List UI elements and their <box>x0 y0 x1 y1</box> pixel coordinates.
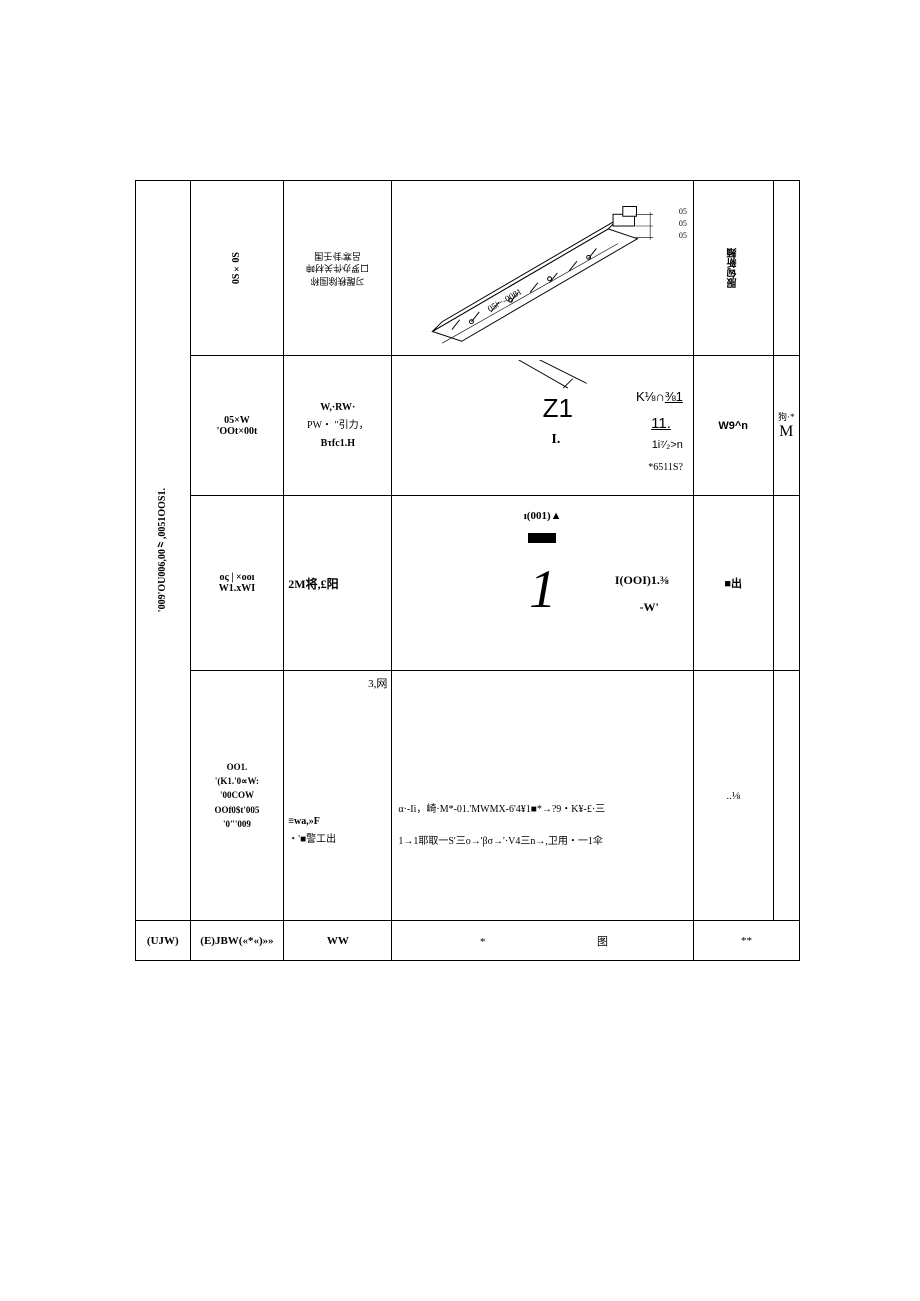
ib-label: I. <box>551 432 560 448</box>
table-row: 05×W 'OOt×00t W,·RW· PW・ "引力， Bτfc1.H Z1 <box>136 356 800 496</box>
f-c1: (UJW) <box>136 921 191 961</box>
r2-c4-diagram: Z1 K⅛∩⅜1 11. 1i⁷∕₂>n *6511S? I. <box>392 356 694 496</box>
r3-c5: ■出 <box>693 496 773 671</box>
r4-c2: OO1. '(K1.'0∝W: '00COW OOf0$t'005 '0"'00… <box>190 671 284 921</box>
eleven-label: 11. <box>651 415 671 432</box>
star65-label: *6511S? <box>648 462 683 473</box>
i17-label: 1i⁷∕₂>n <box>652 439 683 451</box>
r1-c2-text: 0S×0S <box>231 252 242 284</box>
r4-c4: α·-Ii，崎·M*-01.'MWMX-6'4¥1■*→?9・K¥-£·三 1→… <box>392 671 694 921</box>
f-c4: * 图 <box>392 921 694 961</box>
r3-c6 <box>773 496 799 671</box>
r4-c4-block: α·-Ii，崎·M*-01.'MWMX-6'4¥1■*→?9・K¥-£·三 1→… <box>396 734 689 858</box>
r3-c4-diagram: ı(001)▲ 1 I(OOI)1.⅜ -W' <box>392 496 694 671</box>
r2-c3-l3: Bτfc1.H <box>288 435 387 453</box>
r4-c3: 3,网 ≡wa,»F ・'■警工出 <box>284 671 392 921</box>
diag3: ı(001)▲ 1 I(OOI)1.⅜ -W' <box>396 500 689 666</box>
r4-c2-block: OO1. '(K1.'0∝W: '00COW OOf0$t'005 '0"'00… <box>195 760 280 832</box>
f-c2: (E)JBW(«*«)»» <box>190 921 284 961</box>
r2-c6-top: 狗·* <box>778 410 795 423</box>
r1-c6 <box>773 181 799 356</box>
r2-c6: 狗·* M <box>773 356 799 496</box>
r1-c5-text: 服匈新麺 <box>726 248 741 288</box>
big-1: 1 <box>529 558 556 620</box>
r4-c2-l1: OO1. <box>195 760 280 774</box>
r4-c5-text: ..⅛ <box>726 790 740 802</box>
r4-c4-l2: 1→1耶取一S'三o→'βσ→'·V4三n→,卫用・一1伞 <box>398 832 687 852</box>
r1-c3-l1: 习醒秩除囤称 <box>288 274 387 287</box>
r1-c3-l2: 口罗办件关材呻 <box>288 262 387 275</box>
dashw-label: -W' <box>640 600 659 615</box>
r3-c3: 2M将,£阳 <box>284 496 392 671</box>
tri-label: ı(001)▲ <box>524 510 562 522</box>
r2-c5-text: W9^n <box>718 420 748 432</box>
r2-c2-l2: 'OOt×00t <box>195 426 280 437</box>
r3-c2: oς | ×ooı W1.xWI <box>190 496 284 671</box>
f-c4b: 图 <box>544 933 661 949</box>
r1-c2: 0S×0S <box>190 181 284 356</box>
r4-c2-l5: '0"'009 <box>195 817 280 831</box>
k18-label: K⅛∩⅜1 <box>636 389 683 404</box>
r4-c6 <box>773 671 799 921</box>
r4-c2-l2: '(K1.'0∝W: <box>195 774 280 788</box>
iooi-label: I(OOI)1.⅜ <box>615 573 669 588</box>
r2-c3-block: W,·RW· PW・ "引力， Bτfc1.H <box>288 399 387 453</box>
r4-c2-l4: OOf0$t'005 <box>195 803 280 817</box>
dim-05-b: 05 <box>679 219 687 228</box>
r3-c5-text: ■出 <box>724 578 742 590</box>
dim-05-a: 05 <box>679 207 687 216</box>
table-row: oς | ×ooı W1.xWI 2M将,£阳 ı(001)▲ 1 I(OOI)… <box>136 496 800 671</box>
diag2-svg <box>396 360 689 491</box>
r3-c3-text: 2M将,£阳 <box>288 577 338 591</box>
f-c5: ** <box>693 921 799 961</box>
diag2: Z1 K⅛∩⅜1 11. 1i⁷∕₂>n *6511S? I. <box>396 360 689 491</box>
r4-c3-block: ≡wa,»F ・'■警工出 <box>288 813 387 849</box>
r1-c5: 服匈新麺 <box>693 181 773 356</box>
r4-c4-l1: α·-Ii，崎·M*-01.'MWMX-6'4¥1■*→?9・K¥-£·三 <box>398 800 687 820</box>
r1-c3-l3: 呂寒'卦壬围 <box>288 249 387 262</box>
r1-c3: 习醒秩除囤称 口罗办件关材呻 呂寒'卦壬围 <box>284 181 392 356</box>
r2-c6-m: M <box>778 423 795 441</box>
f-c4a: * <box>424 936 541 948</box>
table-footer-row: (UJW) (E)JBW(«*«)»» WW * 图 ** <box>136 921 800 961</box>
r2-c2-l1: 05×W <box>195 415 280 426</box>
r4-c3-topnum: 3,网 <box>368 675 387 691</box>
bracket-diagram: 05⊢-0081 05 05 05 <box>396 185 689 351</box>
k18-a: K⅛∩ <box>636 389 665 404</box>
r3-c2-l1: oς | ×ooı <box>195 572 280 583</box>
r2-c5: W9^n <box>693 356 773 496</box>
dim-05-c: 05 <box>679 231 687 240</box>
black-bar <box>528 533 556 543</box>
r2-c5-block: W9^n <box>698 420 769 432</box>
col1-text: '009'OU006,00〃,0051OOS1. <box>155 488 170 612</box>
frac38: ⅜1 <box>665 389 683 404</box>
r1-c4-diagram: 05⊢-0081 05 05 05 <box>392 181 694 356</box>
z1-label: Z1 <box>543 393 573 424</box>
r4-c2-l3: '00COW <box>195 788 280 802</box>
r4-c3-l1: ≡wa,»F <box>288 813 387 831</box>
r4-c5: ..⅛ <box>693 671 773 921</box>
r4-c3-l2: ・'■警工出 <box>288 831 387 849</box>
r2-c3: W,·RW· PW・ "引力， Bτfc1.H <box>284 356 392 496</box>
col1-rowspan: '009'OU006,00〃,0051OOS1. <box>136 181 191 921</box>
table-row: '009'OU006,00〃,0051OOS1. 0S×0S 习醒秩除囤称 口罗… <box>136 181 800 356</box>
f-c3: WW <box>284 921 392 961</box>
table-row: OO1. '(K1.'0∝W: '00COW OOf0$t'005 '0"'00… <box>136 671 800 921</box>
r2-c2: 05×W 'OOt×00t <box>190 356 284 496</box>
main-table: '009'OU006,00〃,0051OOS1. 0S×0S 习醒秩除囤称 口罗… <box>135 180 800 961</box>
r2-c3-l2: PW・ "引力， <box>288 417 387 435</box>
r2-c3-l1: W,·RW· <box>288 399 387 417</box>
r1-c3-block: 习醒秩除囤称 口罗办件关材呻 呂寒'卦壬围 <box>288 249 387 287</box>
r3-c2-l2: W1.xWI <box>195 583 280 594</box>
bracket-svg <box>396 185 689 351</box>
